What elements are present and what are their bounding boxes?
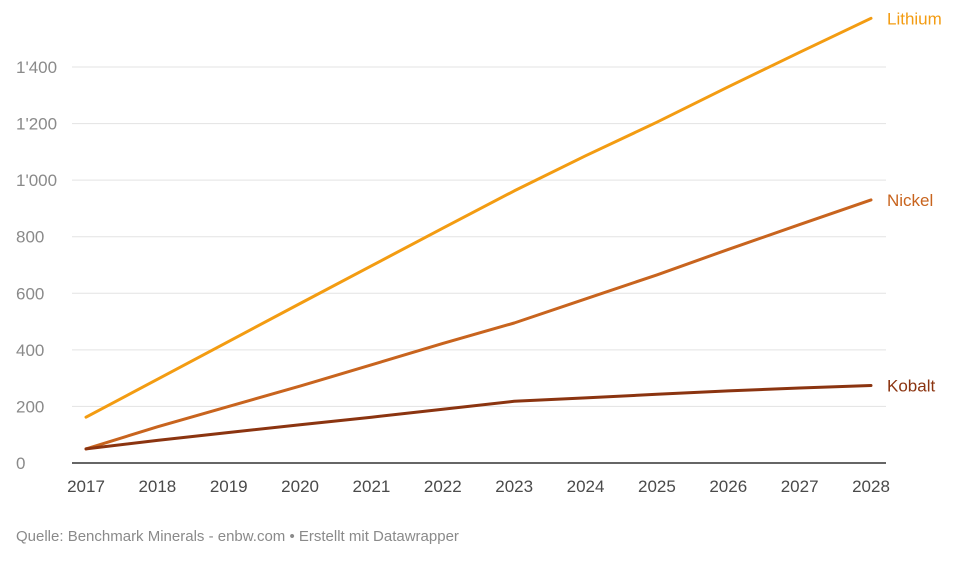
x-tick-label: 2023	[495, 477, 533, 496]
line-chart: 0 200 400 600 800 1'000 1'200 1'400 2017 2018 2019…	[16, 9, 942, 496]
y-tick-label: 1'000	[16, 171, 57, 190]
y-tick-label: 400	[16, 341, 44, 360]
x-tick-label: 2022	[424, 477, 462, 496]
x-tick-label: 2026	[709, 477, 747, 496]
x-tick-label: 2017	[67, 477, 105, 496]
x-tick-label: 2018	[138, 477, 176, 496]
y-tick-label: 1'200	[16, 115, 57, 134]
x-tick-label: 2020	[281, 477, 319, 496]
y-tick-label: 1'400	[16, 58, 57, 77]
series-label-nickel: Nickel	[887, 191, 933, 210]
y-tick-label: 800	[16, 228, 44, 247]
series-line-lithium	[84, 16, 873, 419]
y-tick-label: 200	[16, 397, 44, 416]
x-tick-label: 2025	[638, 477, 676, 496]
label-layer: 0 200 400 600 800 1'000 1'200 1'400 2017 2018 2019…	[16, 9, 942, 496]
series-line-nickel	[84, 198, 873, 451]
grid-layer	[72, 66, 886, 464]
x-tick-label: 2028	[852, 477, 890, 496]
source-note: Quelle: Benchmark Minerals - enbw.com • …	[16, 528, 459, 545]
x-tick-label: 2021	[353, 477, 391, 496]
series-layer	[84, 16, 873, 451]
x-tick-label: 2027	[781, 477, 819, 496]
x-tick-label: 2019	[210, 477, 248, 496]
y-tick-label: 600	[16, 284, 44, 303]
series-line-kobalt	[84, 384, 873, 451]
series-label-lithium: Lithium	[887, 9, 942, 28]
y-tick-label: 0	[16, 454, 25, 473]
x-tick-label: 2024	[567, 477, 605, 496]
series-label-kobalt: Kobalt	[887, 376, 935, 395]
